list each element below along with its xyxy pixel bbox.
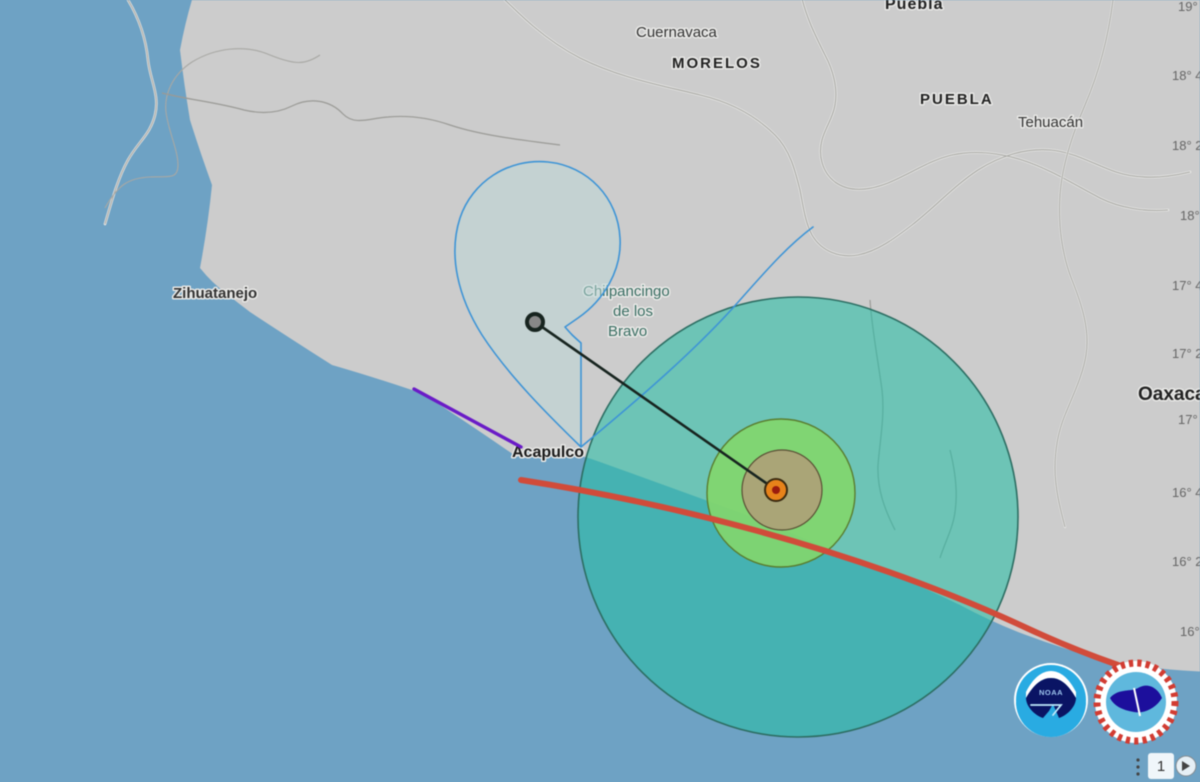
- svg-text:Zihuatanejo: Zihuatanejo: [173, 285, 257, 302]
- svg-text:17° 40': 17° 40': [1172, 278, 1200, 293]
- svg-text:18° 40': 18° 40': [1172, 68, 1200, 83]
- svg-text:19°: 19°: [1178, 0, 1198, 14]
- svg-text:MORELOS: MORELOS: [672, 55, 762, 72]
- svg-text:17°: 17°: [1178, 412, 1198, 427]
- svg-text:18°: 18°: [1180, 208, 1200, 223]
- svg-text:Bravo: Bravo: [608, 323, 647, 340]
- svg-text:16°: 16°: [1180, 624, 1200, 639]
- svg-text:1: 1: [1157, 758, 1165, 775]
- svg-text:16° 40': 16° 40': [1172, 485, 1200, 500]
- svg-text:16° 20': 16° 20': [1172, 554, 1200, 569]
- svg-text:18° 20': 18° 20': [1172, 138, 1200, 153]
- svg-text:NOAA: NOAA: [1039, 688, 1063, 697]
- svg-text:PUEBLA: PUEBLA: [920, 91, 994, 108]
- svg-text:Cuernavaca: Cuernavaca: [636, 24, 718, 41]
- svg-text:de los: de los: [613, 303, 653, 320]
- svg-text:Tehuacán: Tehuacán: [1018, 114, 1083, 131]
- svg-text:Acapulco: Acapulco: [512, 444, 584, 461]
- svg-text:Oaxaca: Oaxaca: [1138, 384, 1200, 405]
- svg-text:Puebla: Puebla: [885, 0, 943, 13]
- svg-text:17° 20': 17° 20': [1172, 346, 1200, 361]
